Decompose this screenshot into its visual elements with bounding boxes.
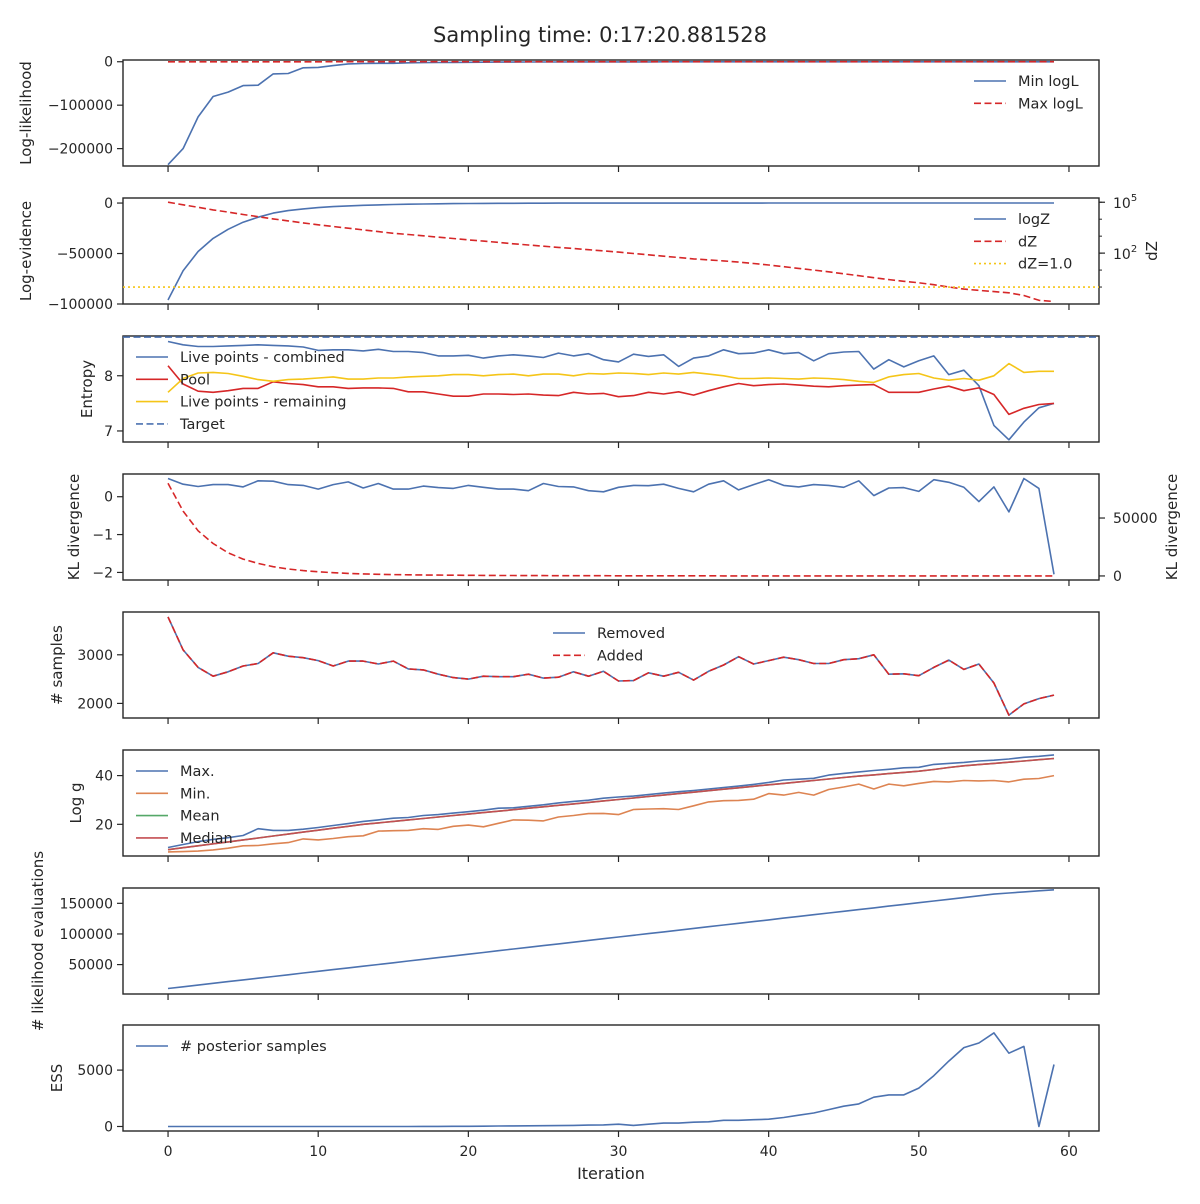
legend-label: Added <box>597 648 643 664</box>
panel-2: 0 −50000 −100000 Log-evidence 105 102 dZ logZ dZ… <box>17 193 1161 313</box>
legend-label: Median <box>180 831 233 847</box>
y-axis-label: # likelihood evaluations <box>29 851 47 1031</box>
x-tick-label: 50 <box>910 1144 928 1160</box>
y-tick-label: 5000 <box>77 1063 113 1079</box>
y-tick-label: 0 <box>104 490 113 506</box>
y-axis-label: KL divergence <box>65 474 83 580</box>
series-group <box>168 890 1054 989</box>
y-tick-label: 100000 <box>60 927 113 943</box>
legend-label: Live points - combined <box>180 350 345 366</box>
series-line-live-points-remaining <box>168 364 1054 393</box>
legend-label: Mean <box>180 809 220 825</box>
y-axis-label: Log g <box>67 782 85 823</box>
series-line-median <box>168 759 1054 850</box>
series-line-unnamed-1 <box>168 479 1054 575</box>
legend-label: # posterior samples <box>180 1039 327 1055</box>
y-axis-label: Log-likelihood <box>17 61 35 165</box>
right-y-tick-label: 0 <box>1113 569 1122 585</box>
y-tick-label: −50000 <box>57 247 113 263</box>
y-tick-label: 0 <box>104 196 113 212</box>
legend-label: Min. <box>180 786 210 802</box>
legend-label: Max logL <box>1018 96 1083 112</box>
legend: logZ dZ dZ=1.0 <box>974 212 1072 273</box>
series-group <box>168 62 1054 165</box>
panel-1: 0 −100000 −200000 Log-likelihood Min logL Max… <box>17 55 1099 172</box>
x-axis-label: Iteration <box>577 1164 645 1183</box>
legend-label: Max. <box>180 764 215 780</box>
legend: Live points - combined Pool Live points - … <box>136 350 346 433</box>
y-tick-label: −2 <box>92 565 113 581</box>
series-line-unnamed-1 <box>168 890 1054 989</box>
y-axis-label: ESS <box>48 1064 66 1093</box>
legend: Max. Min. Mean Median <box>136 764 233 847</box>
panel-8: 0 10 20 30 40 50 60 5000 0 ESS # posterior samples <box>48 1025 1099 1160</box>
y-tick-label: 50000 <box>68 958 113 974</box>
y-axis-label: Entropy <box>78 360 96 418</box>
x-tick-label: 0 <box>164 1144 173 1160</box>
legend: Removed Added <box>553 626 665 664</box>
series-line-min <box>168 776 1054 852</box>
y-tick-label: −100000 <box>48 297 113 313</box>
y-tick-label: 3000 <box>77 648 113 664</box>
x-tick-label: 60 <box>1060 1144 1078 1160</box>
legend-label: Target <box>179 417 225 433</box>
series-group <box>168 479 1054 576</box>
y-tick-label: 7 <box>104 424 113 440</box>
legend: Min logL Max logL <box>974 74 1083 112</box>
series-line-max <box>168 755 1054 848</box>
legend-label: Pool <box>180 372 210 388</box>
legend: # posterior samples <box>136 1039 327 1055</box>
y-tick-label: 8 <box>104 369 113 385</box>
x-tick-label: 40 <box>760 1144 778 1160</box>
legend-label: dZ <box>1018 234 1037 250</box>
y-tick-label: 20 <box>95 817 113 833</box>
right-y-axis-label: KL divergence <box>1163 474 1181 580</box>
panel-7: 150000 100000 50000 # likelihood evaluation… <box>29 851 1099 1031</box>
y-tick-label: −1 <box>92 528 113 544</box>
y-tick-label: 40 <box>95 769 113 785</box>
y-tick-label: 2000 <box>77 696 113 712</box>
legend-label: Min logL <box>1018 74 1079 90</box>
y-tick-label: 0 <box>104 1119 113 1135</box>
y-axis-label: Log-evidence <box>17 201 35 301</box>
series-line-dz <box>168 202 1054 301</box>
y-tick-label: 150000 <box>60 896 113 912</box>
panel-5: 3000 2000 # samples Removed Added <box>48 612 1099 724</box>
x-tick-label: 30 <box>610 1144 628 1160</box>
right-y-tick-label: 50000 <box>1113 511 1158 527</box>
right-y-tick-label: 102 <box>1113 244 1137 263</box>
x-tick-label: 20 <box>459 1144 477 1160</box>
y-axis-label: # samples <box>48 625 66 705</box>
y-tick-label: −200000 <box>48 142 113 158</box>
y-tick-label: −100000 <box>48 98 113 114</box>
panel-frame <box>123 888 1099 994</box>
panel-6: 40 20 Log g Max. Min. Mean Median <box>67 750 1099 862</box>
panel-4: 0 −1 −2 KL divergence 50000 0 KL divergence <box>65 474 1181 586</box>
legend-label: Removed <box>597 626 665 642</box>
x-tick-label: 10 <box>309 1144 327 1160</box>
panel-frame <box>123 750 1099 856</box>
legend-label: dZ=1.0 <box>1018 257 1072 273</box>
legend-label: Live points - remaining <box>180 395 346 411</box>
figure-title: Sampling time: 0:17:20.881528 <box>433 23 767 47</box>
right-y-axis-label: dZ <box>1143 241 1161 261</box>
series-group <box>123 202 1099 301</box>
series-group <box>168 755 1054 852</box>
legend-label: logZ <box>1018 212 1050 228</box>
series-line-min-logl <box>168 62 1054 165</box>
right-y-tick-label: 105 <box>1113 193 1137 212</box>
series-line-unnamed-2 <box>168 483 1054 576</box>
y-tick-label: 0 <box>104 55 113 71</box>
series-line-mean <box>168 759 1054 850</box>
